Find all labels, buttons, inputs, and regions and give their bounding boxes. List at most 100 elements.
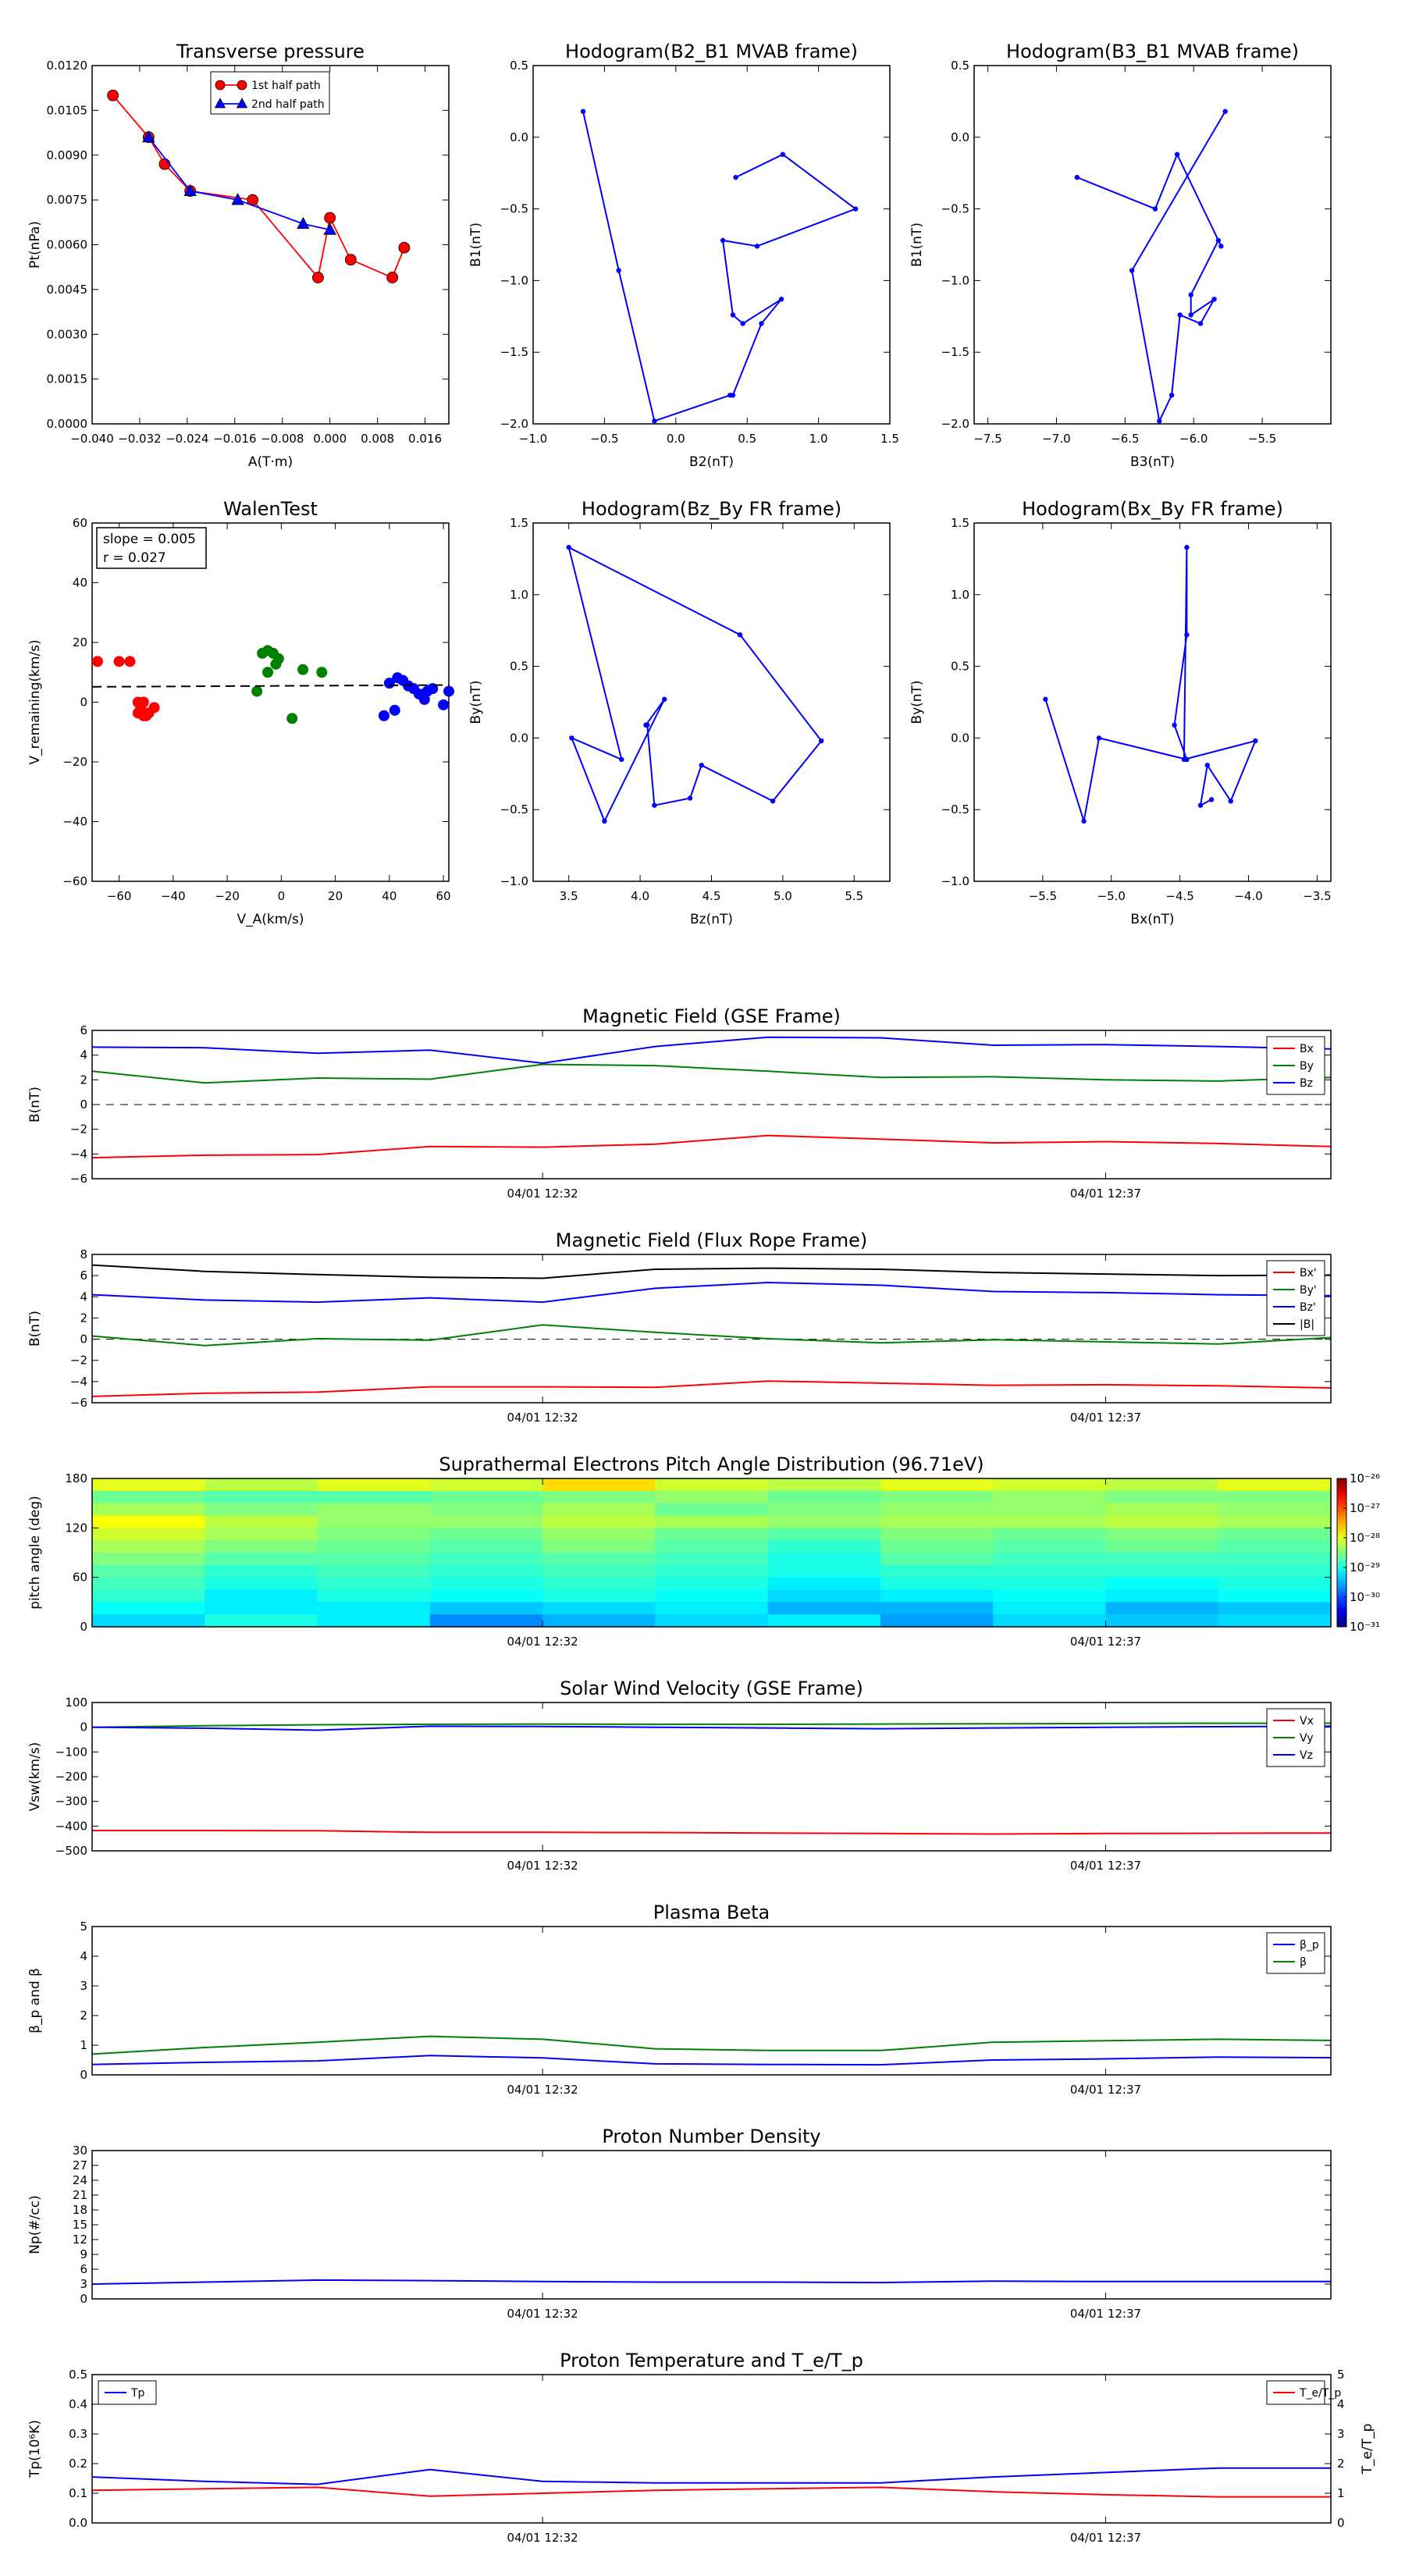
y-tick-label: 120 [65,1521,87,1535]
y-right-tick-label: 1 [1337,2486,1345,2500]
legend-marker [215,80,226,91]
x-tick-label: −6.0 [1179,432,1208,446]
heatmap-cell [429,1564,543,1578]
heatmap-cell [542,1577,656,1591]
heatmap-cell [542,1528,656,1541]
heatmap-cell [993,1614,1107,1628]
heatmap-cell [205,1515,318,1528]
y-tick-label: 5 [80,1920,87,1934]
plot-frame [91,2150,1332,2300]
y-tick-label: −0.5 [500,802,528,817]
legend-marker [214,98,226,109]
plot-frame [973,65,1332,425]
series-line [91,1264,1332,1279]
data-point [1218,244,1224,249]
data-point [1177,312,1183,318]
x-tick-label: −20 [215,889,240,903]
y-tick-label: 0 [80,696,87,710]
heatmap-cell [1105,1602,1219,1615]
data-point [733,175,738,180]
y-tick-label: 0.0015 [47,372,88,386]
data-point [438,699,450,710]
heatmap-cell [429,1577,543,1591]
y-tick-label: 0 [80,1098,87,1112]
panel-h31: Hodogram(B3_B1 MVAB frame) −2.0 −1.5 −1.0 −0… [909,41,1332,470]
colorbar-label: 10⁻²⁸ [1350,1531,1380,1545]
y-tick-label: 30 [73,2144,87,2158]
y-tick-label: −0.5 [941,202,969,216]
data-point [1197,802,1204,808]
data-point [1204,763,1211,768]
heatmap-cell [429,1589,543,1603]
heatmap-cell [92,1540,205,1553]
data-point [737,632,743,638]
heatmap-cell [1105,1490,1219,1504]
legend-label: β_p [1300,1939,1319,1952]
legend-label: Bx' [1300,1267,1317,1279]
data-point [580,109,586,114]
colorbar-label: 10⁻³⁰ [1350,1590,1380,1604]
y-tick-label: −6 [70,1396,87,1410]
x-tick-label: −0.008 [261,432,304,446]
heatmap-cell [1218,1478,1332,1492]
heatmap-cell [542,1490,656,1504]
legend-marker [236,98,248,109]
plot-frame [532,522,891,882]
data-point [183,183,197,197]
heatmap-cell [880,1577,994,1591]
chart-title: Hodogram(Bx_By FR frame) [1022,498,1283,520]
heatmap-cell [1105,1564,1219,1578]
chart-title: Magnetic Field (Flux Rope Frame) [556,1229,867,1251]
heatmap-cell [317,1589,431,1603]
heatmap-cell [542,1553,656,1566]
panel-hzy: Hodogram(Bz_By FR frame) −1.0 −0.5 0.0 0.5 1.… [468,498,891,927]
heatmap-cell [767,1515,881,1528]
series-line [91,1725,1332,1731]
heatmap-cell [767,1614,881,1628]
panel-tp2: Proton Temperature and T_e/T_p 0.0 0.1 0.2 0… [27,2350,1375,2545]
heatmap-cell [993,1553,1107,1566]
legend-label: 2nd half path [251,98,325,111]
series-line [91,1324,1332,1347]
heatmap-cell [317,1577,431,1591]
legend-label: 1st half path [251,80,321,92]
y-axis-label: pitch angle (deg) [27,1496,43,1610]
heatmap-cell [767,1577,881,1591]
heatmap-cell [880,1503,994,1517]
data-point [780,151,786,158]
heatmap-cell [429,1503,543,1517]
heatmap-cell [1218,1540,1332,1553]
data-point [251,685,263,697]
y-tick-label: 180 [65,1471,87,1485]
chart-title: Suprathermal Electrons Pitch Angle Distr… [439,1453,984,1475]
y-tick-label: 0 [80,1332,87,1347]
heatmap-cell [1218,1589,1332,1603]
chart-title: Hodogram(Bz_By FR frame) [582,498,841,520]
data-point [661,696,667,703]
heatmap-cell [429,1553,543,1566]
heatmap-cell [317,1515,431,1528]
x-tick-label: −3.5 [1303,889,1331,903]
data-point [1188,292,1193,297]
plot-frame [91,1478,1332,1628]
heatmap-cell [1218,1577,1332,1591]
data-point [297,216,310,229]
heatmap-cell [993,1478,1107,1492]
heatmap-cell [317,1478,431,1492]
y-tick-label: −0.5 [500,202,528,216]
series-line [91,2035,1332,2055]
y-tick-label: 0.4 [69,2397,87,2411]
heatmap-cell [655,1528,769,1541]
series-line [91,2486,1331,2498]
y-axis-label: V_remaining(km/s) [27,639,43,764]
panel-vsw: Solar Wind Velocity (GSE Frame) −500 −400 −… [27,1678,1332,1873]
x-tick-label: 04/01 12:37 [1070,1411,1141,1425]
x-tick-label: −0.016 [213,432,257,446]
heatmap-cell [317,1564,431,1578]
y-tick-label: −6 [70,1172,87,1186]
x-tick-label: −40 [161,889,186,903]
y-axis-label: By(nT) [909,680,925,724]
data-point [687,795,693,801]
